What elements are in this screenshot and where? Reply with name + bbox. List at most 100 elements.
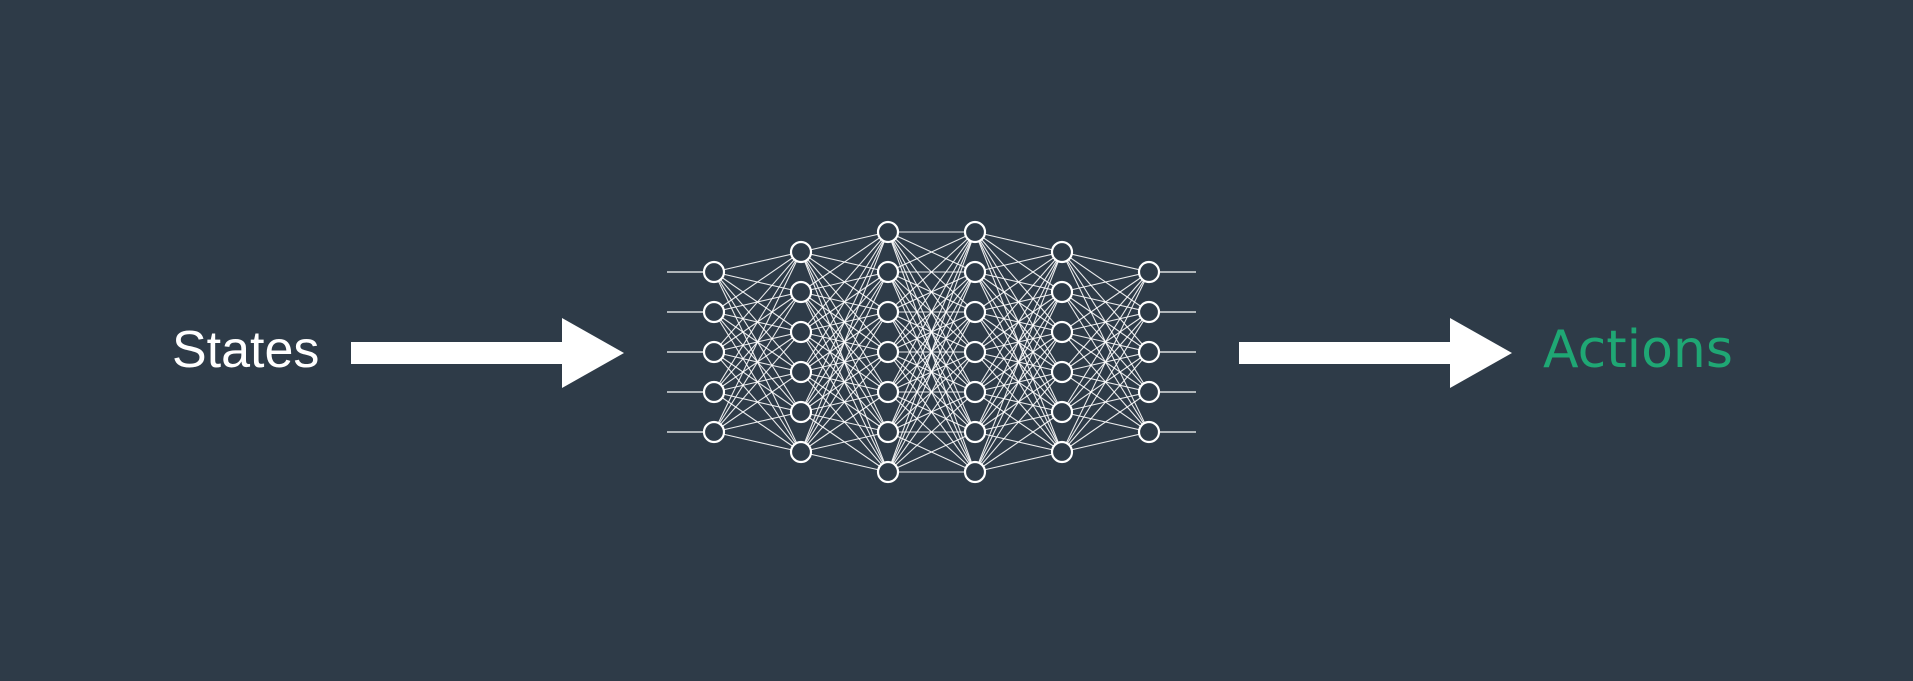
connection-line (887, 311, 976, 473)
actions-label: Actions (1543, 320, 1733, 380)
connection-line (713, 251, 802, 313)
neuron-node-layer-6 (1137, 380, 1161, 404)
connection-line (800, 231, 889, 413)
connection-line (800, 351, 889, 453)
neuron-node-layer-3 (876, 460, 900, 484)
connection-line (713, 251, 802, 273)
connection-line (974, 451, 1063, 473)
connection-line (887, 231, 976, 393)
connection-line (887, 431, 976, 473)
neuron-node-layer-4 (963, 300, 987, 324)
neuron-node-layer-3 (876, 380, 900, 404)
connection-line (1061, 271, 1150, 453)
connection-line (800, 431, 889, 453)
neuron-node-layer-6 (1137, 300, 1161, 324)
connection-line (800, 311, 889, 453)
neuron-node-layer-3 (876, 420, 900, 444)
neuron-node-layer-6 (1137, 260, 1161, 284)
neuron-node-layer-2 (789, 240, 813, 264)
connection-line (713, 291, 802, 433)
connection-line (974, 291, 1063, 473)
input-arrow-head (562, 318, 624, 388)
connection-line (1061, 271, 1150, 333)
connection-line (974, 251, 1063, 273)
neuron-node-layer-4 (963, 460, 987, 484)
connection-line (974, 331, 1063, 473)
neuron-node-layer-4 (963, 420, 987, 444)
neuron-node-layer-5 (1050, 320, 1074, 344)
connection-line (887, 231, 976, 433)
connection-line (1061, 271, 1150, 293)
connection-line (887, 351, 976, 473)
connection-line (887, 231, 976, 473)
connection-line (974, 251, 1063, 433)
neuron-node-layer-4 (963, 340, 987, 364)
neuron-node-layer-1 (702, 380, 726, 404)
connection-line (974, 251, 1063, 473)
connection-line (800, 231, 889, 293)
connection-line (800, 231, 889, 333)
neuron-node-layer-1 (702, 260, 726, 284)
connection-line (887, 231, 976, 353)
connection-line (800, 231, 889, 453)
connection-line (1061, 431, 1150, 453)
connection-line (974, 231, 1063, 253)
neuron-node-layer-4 (963, 260, 987, 284)
neuron-node-layer-5 (1050, 440, 1074, 464)
connection-line (887, 231, 976, 273)
neuron-node-layer-2 (789, 400, 813, 424)
neuron-node-layer-5 (1050, 360, 1074, 384)
connection-line (974, 251, 1063, 313)
connection-line (800, 451, 889, 473)
neuron-node-layer-1 (702, 300, 726, 324)
neuron-node-layer-2 (789, 320, 813, 344)
neuron-node-layer-1 (702, 340, 726, 364)
connection-line (713, 251, 802, 433)
connection-line (800, 231, 889, 373)
connection-line (713, 371, 802, 433)
connection-line (887, 231, 976, 313)
input-arrow (351, 318, 624, 388)
neuron-node-layer-2 (789, 280, 813, 304)
neuron-node-layer-3 (876, 300, 900, 324)
neuron-node-layer-6 (1137, 340, 1161, 364)
neural-network (667, 220, 1196, 484)
neuron-node-layer-5 (1050, 240, 1074, 264)
connection-line (800, 231, 889, 253)
connection-line (974, 371, 1063, 473)
connection-line (887, 391, 976, 473)
neuron-node-layer-2 (789, 440, 813, 464)
neuron-node-layer-5 (1050, 280, 1074, 304)
output-arrow-head (1450, 318, 1512, 388)
states-label: States (172, 321, 320, 379)
connection-line (1061, 271, 1150, 373)
connection-line (887, 271, 976, 473)
neuron-node-layer-3 (876, 220, 900, 244)
neuron-node-layer-2 (789, 360, 813, 384)
connection-line (1061, 391, 1150, 453)
output-arrow (1239, 318, 1512, 388)
connection-line (713, 331, 802, 433)
connection-line (1061, 251, 1150, 273)
connection-line (800, 391, 889, 453)
output-arrow-shaft (1239, 342, 1454, 364)
neuron-node-layer-1 (702, 420, 726, 444)
neuron-node-layer-4 (963, 220, 987, 244)
connection-line (713, 251, 802, 393)
connection-line (713, 411, 802, 433)
connection-line (1061, 351, 1150, 453)
connection-line (713, 431, 802, 453)
input-arrow-shaft (351, 342, 566, 364)
connection-line (974, 251, 1063, 353)
connection-line (974, 251, 1063, 393)
connection-line (713, 251, 802, 353)
connection-line (1061, 271, 1150, 413)
neuron-node-layer-5 (1050, 400, 1074, 424)
neuron-node-layer-6 (1137, 420, 1161, 444)
neuron-node-layer-3 (876, 340, 900, 364)
connection-line (800, 271, 889, 453)
connection-line (1061, 311, 1150, 453)
connection-line (974, 411, 1063, 473)
neuron-node-layer-4 (963, 380, 987, 404)
